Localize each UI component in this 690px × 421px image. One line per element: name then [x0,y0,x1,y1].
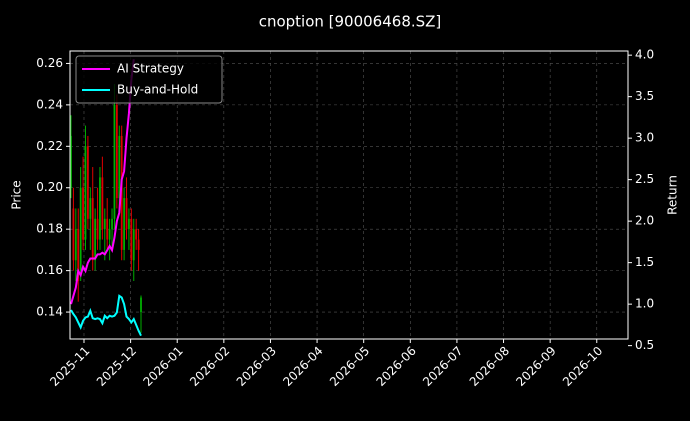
y2-tick-label: 2.0 [635,214,654,228]
candle-body [108,229,111,240]
y-tick-label: 0.16 [36,263,63,277]
candle-body [132,229,135,261]
legend-label: Buy-and-Hold [117,83,198,97]
candle-body [79,187,82,271]
y-tick-label: 0.22 [36,139,63,153]
x-tick-label: 2026-06 [374,344,419,389]
x-tick-label: 2026-10 [560,344,605,389]
candle-body [99,177,101,240]
candle-body [103,218,106,230]
y2-tick-label: 4.0 [635,48,654,62]
candle-body [94,218,97,261]
line-series [70,59,135,305]
y2-tick-label: 3.0 [635,131,654,145]
candle-body [111,218,113,230]
legend-label: AI Strategy [117,62,184,76]
candle-body [89,198,92,219]
x-tick-label: 2026-04 [280,344,325,389]
y-tick-label: 0.14 [36,305,63,319]
legend-box [75,55,223,104]
x-tick-label: 2026-09 [513,344,558,389]
candle-body [125,198,128,230]
candle-body [77,229,80,281]
x-tick-label: 2026-01 [140,344,185,389]
y-tick-label: 0.24 [36,97,63,111]
candle-body [113,104,116,219]
candle-body [137,239,140,250]
y2-tick-label: 1.5 [635,255,654,269]
candle-body [118,135,121,199]
y-tick-label: 0.20 [36,180,63,194]
y2-tick-label: 1.0 [635,297,654,311]
y-tick-label: 0.18 [36,222,63,236]
candle-body [70,135,72,188]
candle-body [115,104,118,199]
x-tick-label: 2026-07 [420,344,465,389]
y2-tick-label: 0.5 [635,338,654,352]
candle-body [91,198,94,261]
plot-frame [69,50,629,340]
candle-body [123,198,126,250]
candle-body [128,218,130,230]
x-tick-label: 2026-02 [187,344,232,389]
y-axis-label: Price [10,180,24,209]
x-tick-label: 2025-11 [47,344,92,389]
candle-body [130,218,133,261]
candle-body [72,208,75,261]
y-tick-label: 0.26 [36,56,63,70]
plot [70,59,142,337]
chart-title: cnoption [90006468.SZ] [259,13,442,31]
x-tick-label: 2026-05 [327,344,372,389]
candle-body [96,218,99,240]
x-tick-label: 2026-08 [467,344,512,389]
y2-axis-label: Return [666,175,680,215]
candle-body [82,187,84,240]
y2-tick-label: 2.5 [635,172,654,186]
candle-body [140,297,142,313]
x-tick-label: 2025-12 [94,344,139,389]
candle-body [74,229,77,261]
candle-body [106,218,109,240]
candle-body [101,177,104,230]
line-series [70,294,142,337]
x-tick-label: 2026-03 [234,344,279,389]
candle-body [135,229,138,240]
candle-body [86,146,89,219]
candle-body [84,146,87,240]
y2-tick-label: 3.5 [635,89,654,103]
